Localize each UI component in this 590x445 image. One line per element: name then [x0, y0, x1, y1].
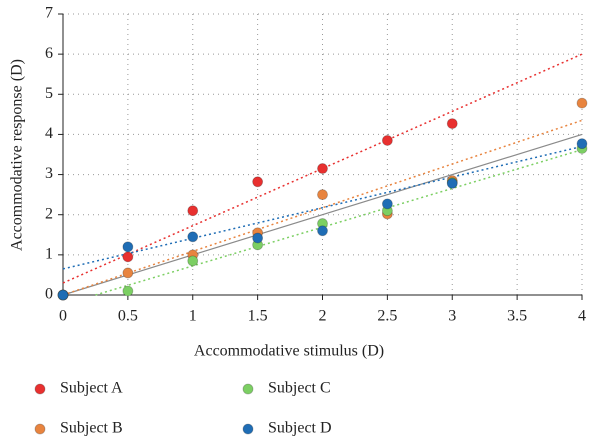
- y-tick-label: 7: [45, 5, 53, 22]
- y-tick-label: 1: [45, 246, 53, 263]
- point: [122, 285, 134, 297]
- x-tick-label: 0: [59, 308, 67, 325]
- point: [446, 118, 458, 129]
- trend-line: [62, 119, 583, 296]
- legend-marker: [34, 383, 46, 395]
- x-tick-label: 3: [448, 308, 456, 325]
- y-tick-label: 2: [45, 205, 53, 222]
- point: [57, 289, 69, 301]
- x-tick-label: 0.5: [118, 308, 138, 325]
- y-tick-label: 4: [45, 125, 53, 142]
- legend-marker: [34, 423, 46, 435]
- point: [576, 138, 588, 150]
- point: [122, 267, 134, 279]
- point: [187, 205, 199, 217]
- y-tick-label: 3: [45, 165, 53, 182]
- point: [122, 251, 134, 263]
- legend-marker: [242, 423, 254, 435]
- legend-label: Subject C: [268, 380, 331, 397]
- point: [446, 178, 458, 189]
- x-tick-label: 3.5: [507, 308, 527, 325]
- legend-marker: [242, 383, 254, 395]
- point: [187, 231, 199, 243]
- y-axis-label: Accommodative response (D): [9, 59, 26, 251]
- trend-line: [62, 145, 583, 270]
- x-tick-label: 2.5: [377, 308, 397, 325]
- point: [576, 97, 588, 109]
- legend-label: Subject A: [60, 380, 123, 397]
- x-tick-label: 2: [319, 308, 327, 325]
- y-tick-label: 6: [45, 45, 53, 62]
- point: [122, 241, 134, 253]
- y-tick-label: 0: [45, 286, 53, 303]
- x-tick-label: 1.5: [248, 308, 268, 325]
- point: [252, 176, 264, 188]
- point: [252, 232, 264, 244]
- reference-line: [62, 133, 583, 296]
- x-axis-label: Accommodative stimulus (D): [194, 343, 384, 360]
- legend-label: Subject D: [268, 420, 332, 437]
- point: [317, 189, 328, 201]
- point: [187, 255, 199, 267]
- x-tick-label: 1: [189, 308, 197, 325]
- point: [381, 198, 393, 210]
- legend-label: Subject B: [60, 420, 123, 437]
- y-tick-label: 5: [45, 85, 53, 102]
- trend-line: [95, 148, 583, 296]
- point: [381, 135, 393, 146]
- x-tick-label: 4: [578, 308, 586, 325]
- point: [317, 163, 328, 174]
- point: [317, 225, 328, 237]
